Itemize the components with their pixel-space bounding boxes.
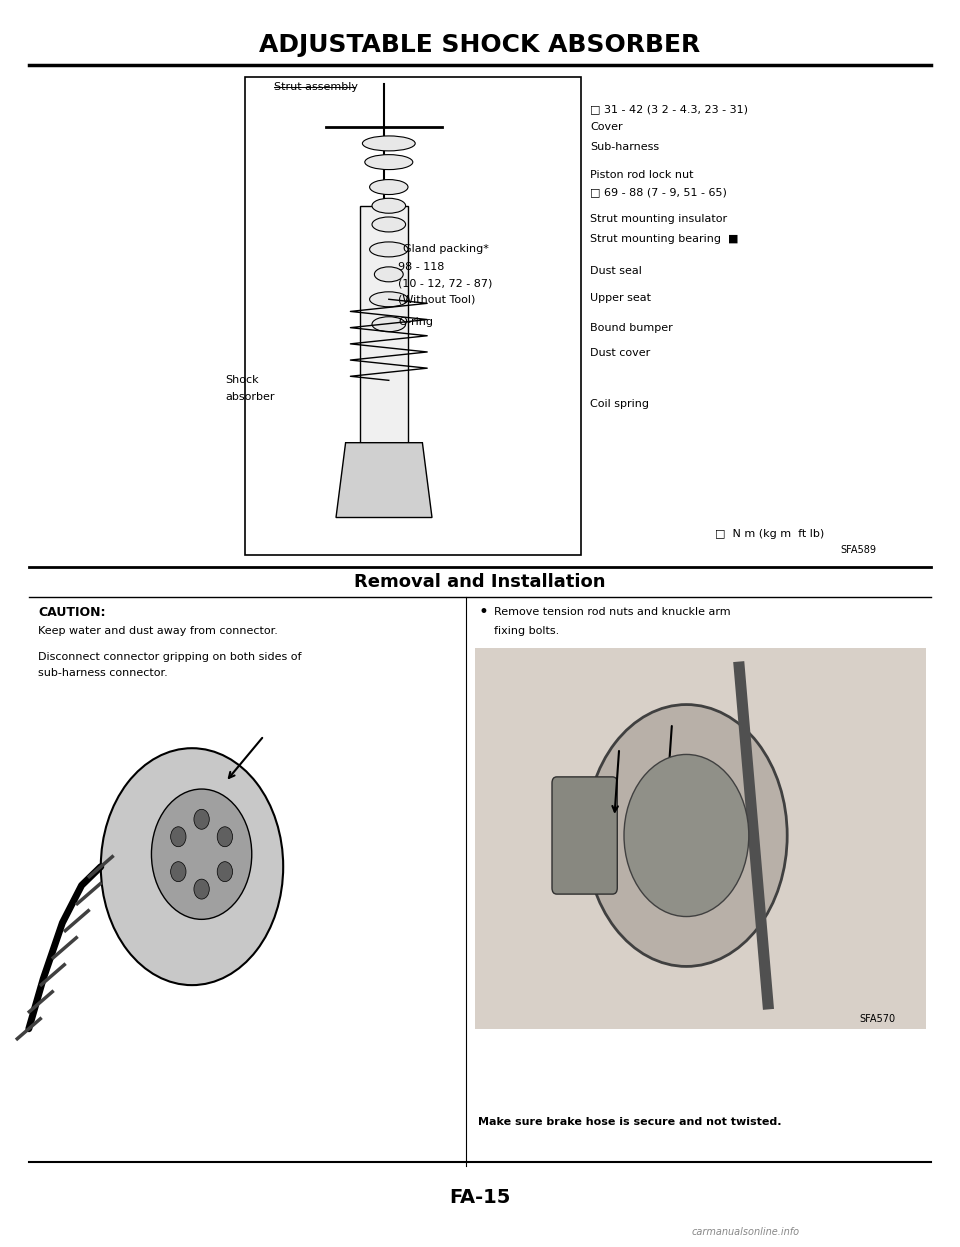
Circle shape [101,748,283,985]
Ellipse shape [365,155,413,170]
Text: Piston rod lock nut: Piston rod lock nut [590,170,694,180]
Text: Disconnect connector gripping on both sides of: Disconnect connector gripping on both si… [38,652,301,662]
Text: •: • [478,604,488,621]
Text: fixing bolts.: fixing bolts. [494,626,560,636]
Circle shape [586,705,787,966]
Text: Bound bumper: Bound bumper [590,323,673,333]
Ellipse shape [372,217,406,232]
Text: Upper seat: Upper seat [590,293,652,303]
Bar [245,77,581,555]
Text: CAUTION:: CAUTION: [38,606,106,619]
Ellipse shape [372,317,406,332]
Text: O-ring: O-ring [398,317,433,327]
Text: (10 - 12, 72 - 87): (10 - 12, 72 - 87) [398,278,492,288]
Text: absorber: absorber [226,392,276,402]
Ellipse shape [370,242,408,257]
Text: Coil spring: Coil spring [590,399,649,409]
Text: Keep water and dust away from connector.: Keep water and dust away from connector. [38,626,278,636]
Bar [360,206,408,493]
Text: (Without Tool): (Without Tool) [398,294,476,304]
Text: Gland packing*: Gland packing* [403,244,489,254]
Text: Sub-harness: Sub-harness [590,142,660,152]
Text: □  N m (kg m  ft lb): □ N m (kg m ft lb) [715,529,825,539]
Text: Shock: Shock [226,375,259,385]
Text: Strut mounting bearing  ■: Strut mounting bearing ■ [590,234,739,244]
Text: SFA589: SFA589 [840,545,876,555]
Circle shape [194,879,209,899]
Ellipse shape [363,136,415,151]
Circle shape [194,809,209,829]
Text: □ 31 - 42 (3 2 - 4.3, 23 - 31): □ 31 - 42 (3 2 - 4.3, 23 - 31) [590,105,749,115]
Text: sub-harness connector.: sub-harness connector. [38,668,168,678]
Polygon shape [336,443,432,518]
Text: Make sure brake hose is secure and not twisted.: Make sure brake hose is secure and not t… [478,1117,781,1127]
Text: ADJUSTABLE SHOCK ABSORBER: ADJUSTABLE SHOCK ABSORBER [259,32,701,57]
Text: Dust cover: Dust cover [590,348,651,358]
Ellipse shape [370,180,408,195]
Text: carmanualsonline.info: carmanualsonline.info [691,1227,800,1237]
Text: SFA570: SFA570 [859,1014,896,1024]
Text: □ 69 - 88 (7 - 9, 51 - 65): □ 69 - 88 (7 - 9, 51 - 65) [590,187,728,197]
Text: Strut assembly: Strut assembly [274,82,357,92]
FancyBboxPatch shape [552,777,617,894]
Text: Remove tension rod nuts and knuckle arm: Remove tension rod nuts and knuckle arm [494,607,731,617]
Circle shape [152,789,252,919]
Text: 98 - 118: 98 - 118 [398,262,444,272]
Ellipse shape [374,267,403,282]
Ellipse shape [370,292,408,307]
Text: Removal and Installation: Removal and Installation [354,574,606,591]
Circle shape [624,754,749,917]
Circle shape [171,827,186,847]
Circle shape [171,862,186,882]
Ellipse shape [372,198,406,213]
Bar [475,648,926,1029]
Circle shape [217,827,232,847]
Text: Strut mounting insulator: Strut mounting insulator [590,214,728,224]
Circle shape [217,862,232,882]
Text: Dust seal: Dust seal [590,266,642,276]
Text: FA-15: FA-15 [449,1187,511,1207]
Text: Cover: Cover [590,122,623,132]
